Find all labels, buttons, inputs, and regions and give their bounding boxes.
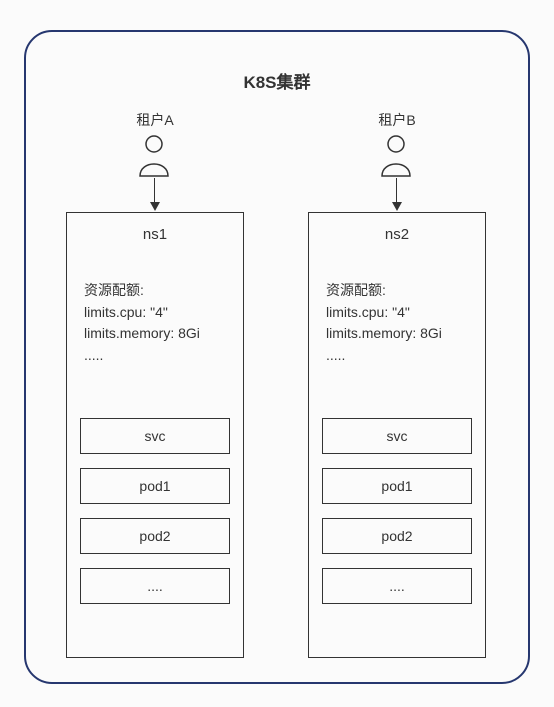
ns2-resource-svc: svc xyxy=(322,418,472,454)
tenant-b-person-icon xyxy=(378,134,414,183)
ns1-quota-text: 资源配额: limits.cpu: "4" limits.memory: 8Gi… xyxy=(84,280,200,367)
resource-label: .... xyxy=(389,578,405,594)
resource-label: pod2 xyxy=(139,528,170,544)
resource-label: svc xyxy=(387,428,408,444)
ns2-resource-pod2: pod2 xyxy=(322,518,472,554)
ns2-resource-more: .... xyxy=(322,568,472,604)
resource-label: pod1 xyxy=(381,478,412,494)
ns1-resource-pod2: pod2 xyxy=(80,518,230,554)
resource-label: svc xyxy=(145,428,166,444)
ns1-resource-pod1: pod1 xyxy=(80,468,230,504)
ns1-title: ns1 xyxy=(66,226,244,243)
resource-label: pod1 xyxy=(139,478,170,494)
tenant-a-label: 租户A xyxy=(115,110,195,130)
tenant-b-label: 租户B xyxy=(357,110,437,130)
ns2-title: ns2 xyxy=(308,226,486,243)
tenant-b-arrow-head xyxy=(392,202,402,211)
person-icon xyxy=(378,134,414,178)
tenant-a-arrow-line xyxy=(154,178,155,203)
person-icon xyxy=(136,134,172,178)
resource-label: pod2 xyxy=(381,528,412,544)
tenant-a-person-icon xyxy=(136,134,172,183)
ns2-quota-text: 资源配额: limits.cpu: "4" limits.memory: 8Gi… xyxy=(326,280,442,367)
ns2-resource-pod1: pod1 xyxy=(322,468,472,504)
tenant-b-arrow-line xyxy=(396,178,397,203)
tenant-a-arrow-head xyxy=(150,202,160,211)
resource-label: .... xyxy=(147,578,163,594)
ns1-resource-svc: svc xyxy=(80,418,230,454)
cluster-title: K8S集群 xyxy=(24,68,530,93)
ns1-resource-more: .... xyxy=(80,568,230,604)
